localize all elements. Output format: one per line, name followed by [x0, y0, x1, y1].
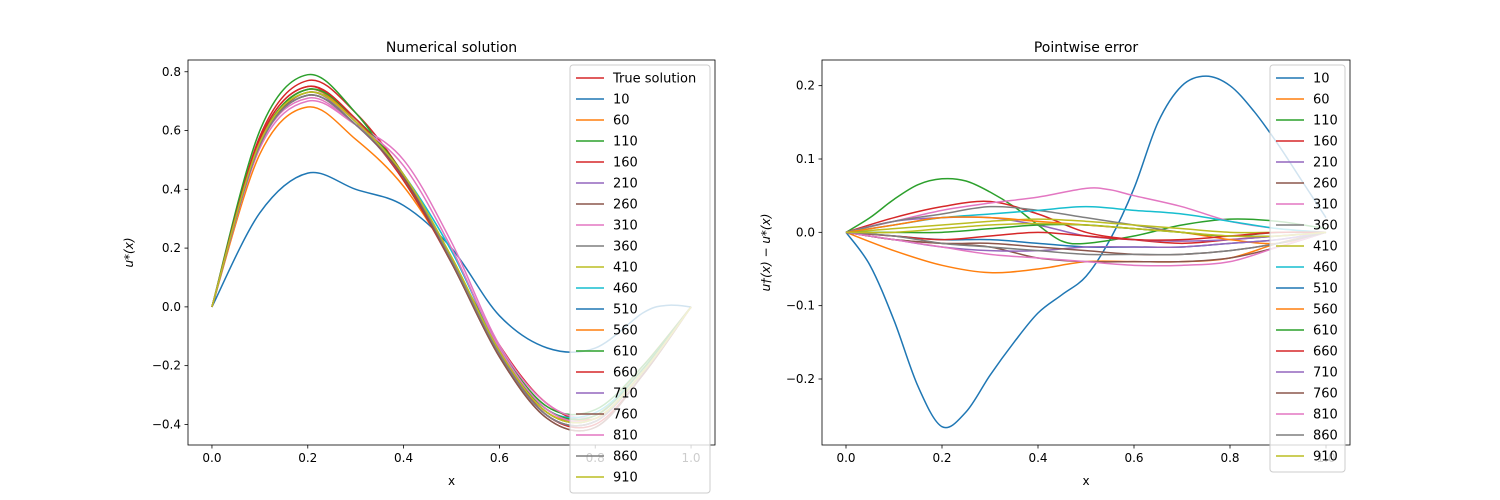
x-tick-label: 0.4: [394, 451, 413, 465]
axes-frame: [187, 59, 716, 446]
legend-entry: 210: [1313, 156, 1338, 171]
series-line-860: [845, 231, 1327, 256]
legend-entry: 810: [1313, 408, 1338, 423]
y-tick-label: 0.2: [796, 79, 815, 93]
legend-entry: 660: [1313, 345, 1338, 360]
series-line-410: [845, 218, 1326, 234]
y-tick-label: 0.8: [162, 65, 181, 79]
legend-entry: 460: [1313, 261, 1338, 276]
x-tick-label: 0.2: [932, 451, 951, 465]
legend-entry: 260: [613, 198, 638, 213]
y-tick-label: 0.6: [162, 124, 181, 138]
legend-entry: 310: [613, 219, 638, 234]
y-tick-label: −0.4: [152, 417, 181, 431]
legend: 10 60 110 160 210 260 310 360 410 460 510 560 610 660…: [1269, 64, 1346, 473]
y-tick-label: 0.0: [796, 225, 815, 239]
x-tick-label: 0.6: [490, 451, 509, 465]
legend-entry: 910: [613, 471, 638, 486]
y-axis-label: u†(x) − u*(x): [759, 214, 773, 292]
y-tick-label: −0.1: [786, 299, 815, 313]
y-tick-label: 0.4: [162, 182, 181, 196]
x-tick-label: 0.6: [1124, 451, 1143, 465]
legend-entry: 610: [1313, 324, 1338, 339]
chart-title: Pointwise error: [1034, 40, 1139, 56]
y-axis-label: u*(x): [122, 237, 136, 267]
series-line-910: [845, 222, 1327, 238]
series-line-810: [845, 231, 1327, 267]
legend-entry: 410: [613, 261, 638, 276]
legend-entry: 710: [613, 387, 638, 402]
x-tick-label: 0.0: [202, 451, 221, 465]
legend-entry: 110: [613, 135, 638, 150]
legend-entry: True solution: [612, 72, 696, 87]
legend-entry: 460: [613, 282, 638, 297]
legend-entry: 310: [1313, 198, 1338, 213]
y-tick-label: −0.2: [786, 372, 815, 386]
legend-entry: 910: [1313, 450, 1338, 465]
legend-entry: 10: [613, 93, 630, 108]
legend-entry: 60: [613, 114, 630, 129]
series-line-110: [845, 177, 1327, 245]
y-tick-label: 0.1: [796, 152, 815, 166]
x-axis-label: x: [448, 474, 455, 488]
chart-title: Numerical solution: [386, 40, 517, 56]
legend-entry: 260: [1313, 177, 1338, 192]
legend-entry: 210: [613, 177, 638, 192]
legend-box: [1269, 64, 1346, 473]
series-line-10: [845, 75, 1327, 429]
legend-entry: 10: [1313, 72, 1330, 87]
legend-entry: 560: [613, 324, 638, 339]
chart-panel-1: 0.00.20.40.60.81.0−0.4−0.20.00.20.40.60.…: [122, 40, 716, 494]
x-axis-label: x: [1082, 474, 1089, 488]
legend-entry: 410: [1313, 240, 1338, 255]
legend-entry: 60: [1313, 93, 1330, 108]
legend-entry: 160: [613, 156, 638, 171]
legend-entry: 660: [613, 366, 638, 381]
y-tick-label: 0.2: [162, 241, 181, 255]
x-tick-label: 0.4: [1028, 451, 1047, 465]
legend-entry: 610: [613, 345, 638, 360]
axes-frame: [821, 59, 1351, 446]
legend-box: [569, 64, 711, 494]
x-tick-label: 0.8: [1220, 451, 1239, 465]
chart-panel-2: 0.00.20.40.60.81.0−0.2−0.10.00.10.2Point…: [759, 40, 1351, 488]
legend-entry: 760: [613, 408, 638, 423]
y-tick-label: −0.2: [152, 359, 181, 373]
legend-entry: 360: [1313, 219, 1338, 234]
legend-entry: 760: [1313, 387, 1338, 402]
legend-entry: 710: [1313, 366, 1338, 381]
legend-entry: 510: [613, 303, 638, 318]
legend-entry: 360: [613, 240, 638, 255]
legend-entry: 560: [1313, 303, 1338, 318]
legend: True solution 10 60 110 160 210 260 310 360 410 46…: [569, 64, 711, 494]
legend-entry: 810: [613, 429, 638, 444]
x-tick-label: 0.2: [298, 451, 317, 465]
series-lines: [845, 75, 1327, 429]
legend-entry: 860: [1313, 429, 1338, 444]
y-tick-label: 0.0: [162, 300, 181, 314]
legend-entry: 860: [613, 450, 638, 465]
legend-entry: 510: [1313, 282, 1338, 297]
x-tick-label: 0.0: [836, 451, 855, 465]
legend-entry: 160: [1313, 135, 1338, 150]
legend-entry: 110: [1313, 114, 1338, 129]
series-line-660: [845, 231, 1327, 241]
